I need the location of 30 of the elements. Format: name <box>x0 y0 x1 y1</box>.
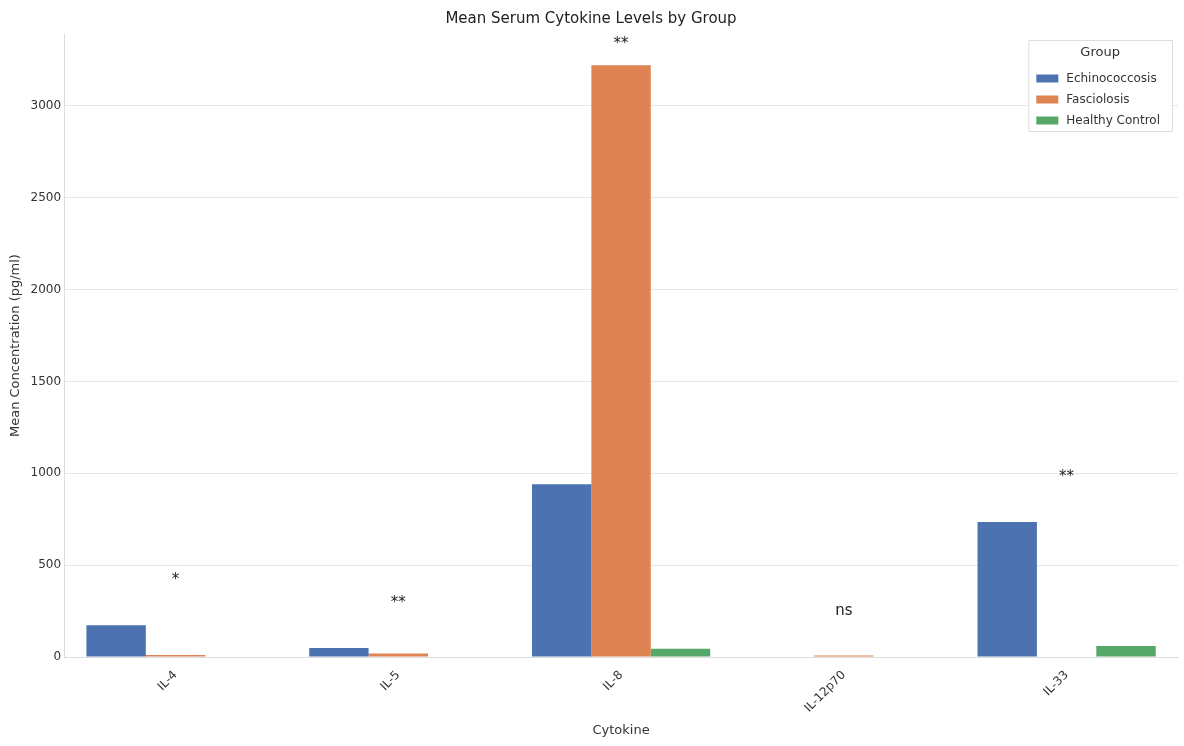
legend-label: Echinococcosis <box>1066 70 1157 85</box>
y-axis-title: Mean Concentration (pg/ml) <box>7 254 23 438</box>
y-tick-label: 2000 <box>30 281 62 296</box>
bar <box>309 647 369 657</box>
x-tick-label: IL-4 <box>154 667 180 694</box>
y-tick-label: 3000 <box>30 97 62 112</box>
annotation: ** <box>390 592 407 611</box>
y-tick-label: 1000 <box>30 465 62 480</box>
y-tick-label: 500 <box>38 557 62 572</box>
legend-label: Fasciolosis <box>1066 91 1130 106</box>
annotation: ** <box>613 33 630 52</box>
bar <box>368 653 428 657</box>
legend-label: Healthy Control <box>1066 112 1161 127</box>
annotation: ** <box>1059 466 1075 485</box>
bar <box>591 65 651 657</box>
chart-title: Mean Serum Cytokine Levels by Group <box>445 8 737 27</box>
annotation: * <box>171 570 180 589</box>
x-tick-label: IL-8 <box>599 667 626 694</box>
bar <box>977 522 1037 657</box>
y-tick-label: 1500 <box>30 373 62 388</box>
legend-title: Group <box>1080 43 1120 59</box>
bar <box>1096 646 1156 657</box>
y-tick-label: 2500 <box>30 189 62 204</box>
bar <box>86 625 146 657</box>
bar <box>531 484 592 657</box>
x-axis-title: Cytokine <box>592 721 650 737</box>
y-tick-label: 0 <box>53 649 62 664</box>
annotation: ns <box>835 600 853 619</box>
bar <box>650 648 711 657</box>
x-tick-label: IL-5 <box>377 667 403 694</box>
